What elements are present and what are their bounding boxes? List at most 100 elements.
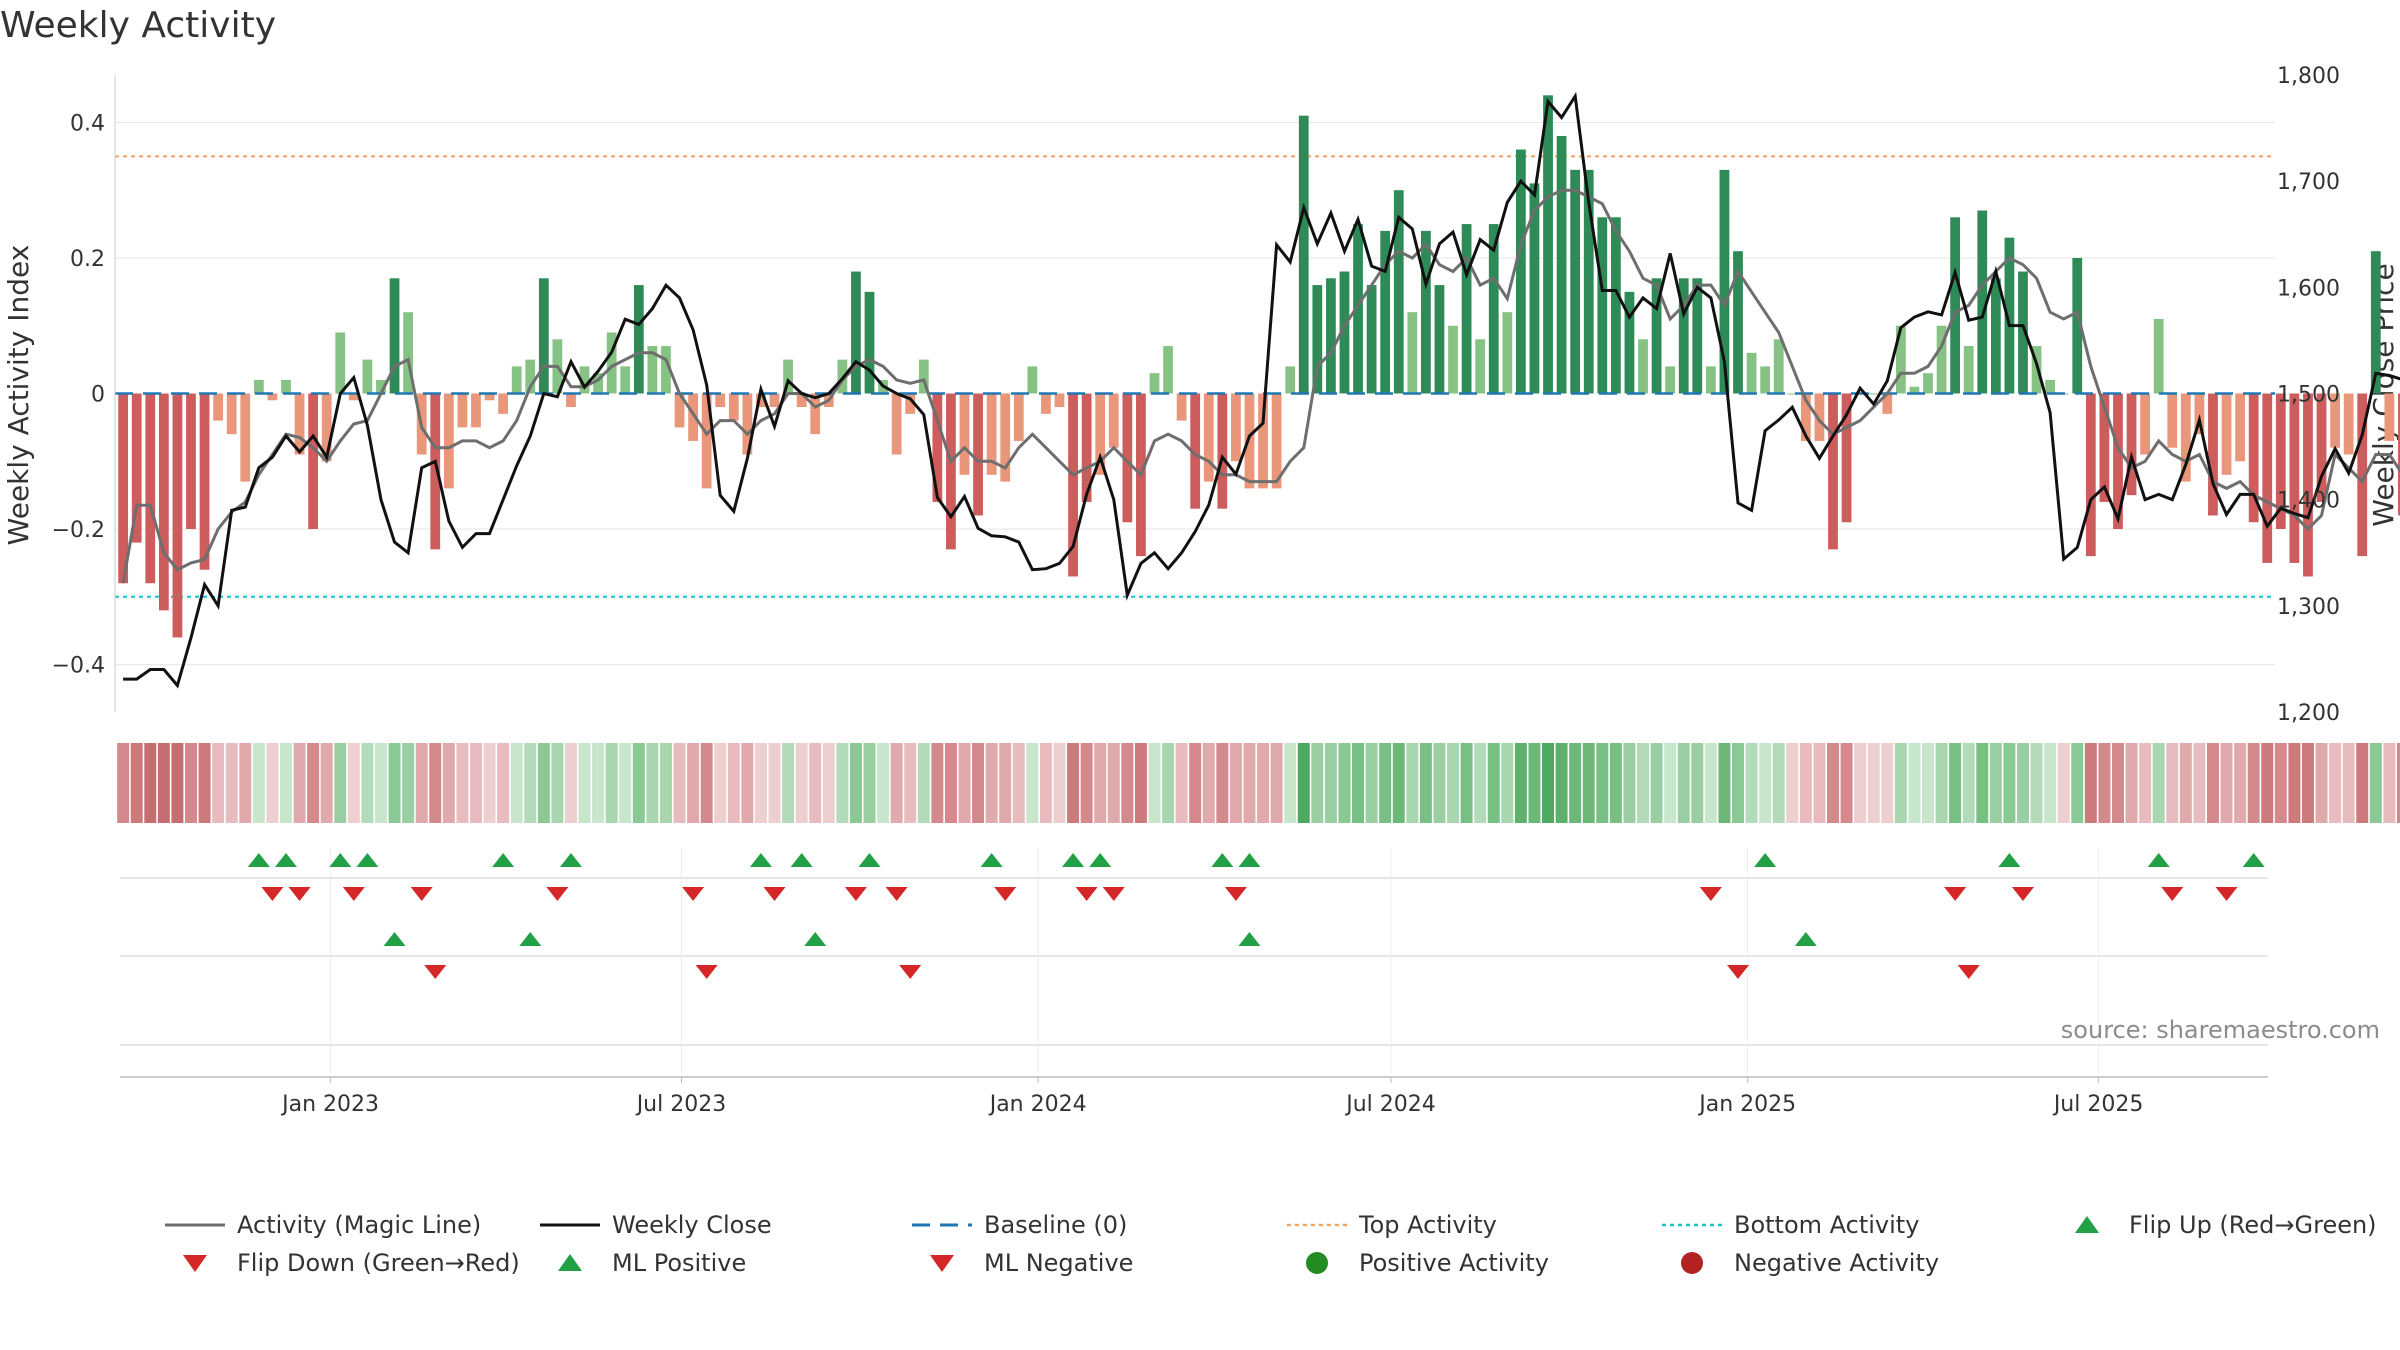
y-left-tick-label: 0.2: [70, 247, 105, 272]
activity-bar: [674, 393, 685, 428]
strip-cell: [1053, 743, 1066, 823]
strip-cell: [1786, 743, 1799, 823]
activity-bar: [1488, 224, 1499, 394]
activity-bar: [1013, 393, 1024, 441]
strip-cell: [524, 743, 537, 823]
activity-bar: [538, 278, 549, 394]
flip-up-marker: [980, 853, 1003, 867]
flip-up-marker: [559, 853, 582, 867]
activity-bar: [1610, 217, 1621, 394]
strip-cell: [2084, 743, 2097, 823]
flip-down-marker: [2011, 887, 2034, 901]
strip-cell: [904, 743, 917, 823]
strip-cell: [795, 743, 808, 823]
activity-bar: [579, 366, 590, 394]
strip-cell: [1989, 743, 2002, 823]
strip-cell: [130, 743, 143, 823]
activity-bar: [973, 393, 983, 516]
activity-bar: [2330, 393, 2340, 448]
strip-cell: [307, 743, 320, 823]
activity-bar: [1461, 224, 1472, 394]
legend-swatch-triangle-up: [558, 1254, 582, 1271]
flip-up-marker: [274, 853, 297, 867]
strip-cell: [537, 743, 550, 823]
activity-bar: [308, 393, 319, 530]
activity-bar: [1638, 339, 1648, 394]
activity-bar: [566, 393, 576, 408]
strip-cell: [1284, 743, 1297, 823]
strip-cell: [673, 743, 686, 823]
activity-bar: [1054, 393, 1065, 408]
strip-cell: [1094, 743, 1107, 823]
strip-cell: [917, 743, 930, 823]
activity-bar: [1814, 393, 1825, 441]
legend-swatch-circle: [1306, 1252, 1328, 1274]
ml-negative-marker: [424, 965, 447, 979]
legend-item: Flip Up (Red→Green): [2075, 1211, 2377, 1239]
flip-up-marker: [2242, 853, 2265, 867]
activity-bar: [2303, 393, 2313, 577]
activity-bar: [1882, 393, 1893, 414]
strip-cell: [958, 743, 971, 823]
activity-bar: [1108, 393, 1119, 448]
strip-cell: [2356, 743, 2369, 823]
strip-cell: [659, 743, 672, 823]
legend-label: Negative Activity: [1734, 1249, 1939, 1277]
activity-bar: [1393, 190, 1404, 394]
activity-bar: [851, 271, 861, 394]
activity-bar: [1651, 278, 1662, 394]
activity-bar: [1258, 393, 1268, 489]
strip-cell: [497, 743, 510, 823]
activity-bar: [864, 291, 875, 394]
activity-bar: [1475, 339, 1486, 394]
flip-down-marker: [1944, 887, 1967, 901]
strip-cell: [1745, 743, 1758, 823]
flip-down-marker: [1699, 887, 1722, 901]
activity-bar: [742, 393, 753, 455]
x-tick-label: Jan 2025: [1697, 1092, 1796, 1117]
x-tick-label: Jul 2024: [1344, 1092, 1436, 1117]
strip-cell: [225, 743, 238, 823]
strip-cell: [2111, 743, 2124, 823]
legend-label: Flip Up (Red→Green): [2129, 1211, 2377, 1239]
activity-bar: [2235, 393, 2245, 462]
activity-bar: [728, 393, 739, 421]
ml-positive-marker: [1238, 932, 1261, 946]
strip-cell: [1908, 743, 1921, 823]
activity-bar: [471, 393, 481, 428]
activity-bar: [905, 393, 916, 414]
strip-cell: [2301, 743, 2314, 823]
strip-cell: [361, 743, 374, 823]
flip-down-marker: [1102, 887, 1125, 901]
strip-cell: [1840, 743, 1853, 823]
strip-cell: [741, 743, 754, 823]
strip-cell: [1026, 743, 1039, 823]
strip-cell: [1121, 743, 1134, 823]
strip-cell: [646, 743, 659, 823]
activity-bars: [118, 95, 2400, 638]
activity-bar: [2262, 393, 2273, 563]
strip-cell: [1772, 743, 1785, 823]
activity-bar: [2126, 393, 2137, 496]
activity-bar: [443, 393, 454, 489]
activity-bar: [1828, 393, 1838, 550]
activity-bar: [2099, 393, 2110, 502]
activity-bar: [1570, 169, 1581, 394]
legend-swatch-triangle-up: [2075, 1216, 2099, 1233]
flip-up-marker: [329, 853, 352, 867]
strip-cell: [1189, 743, 1202, 823]
strip-cell: [334, 743, 347, 823]
strip-cell: [1107, 743, 1120, 823]
strip-cell: [890, 743, 903, 823]
strip-cell: [239, 743, 252, 823]
activity-bar: [1515, 149, 1526, 394]
strip-cell: [700, 743, 713, 823]
activity-bar: [1529, 183, 1540, 394]
strip-cell: [863, 743, 876, 823]
strip-cell: [402, 743, 415, 823]
activity-bar: [1719, 169, 1730, 394]
flip-down-marker: [2161, 887, 2184, 901]
activity-color-strip: [117, 743, 2400, 823]
flip-down-marker: [682, 887, 705, 901]
strip-cell: [2071, 743, 2084, 823]
